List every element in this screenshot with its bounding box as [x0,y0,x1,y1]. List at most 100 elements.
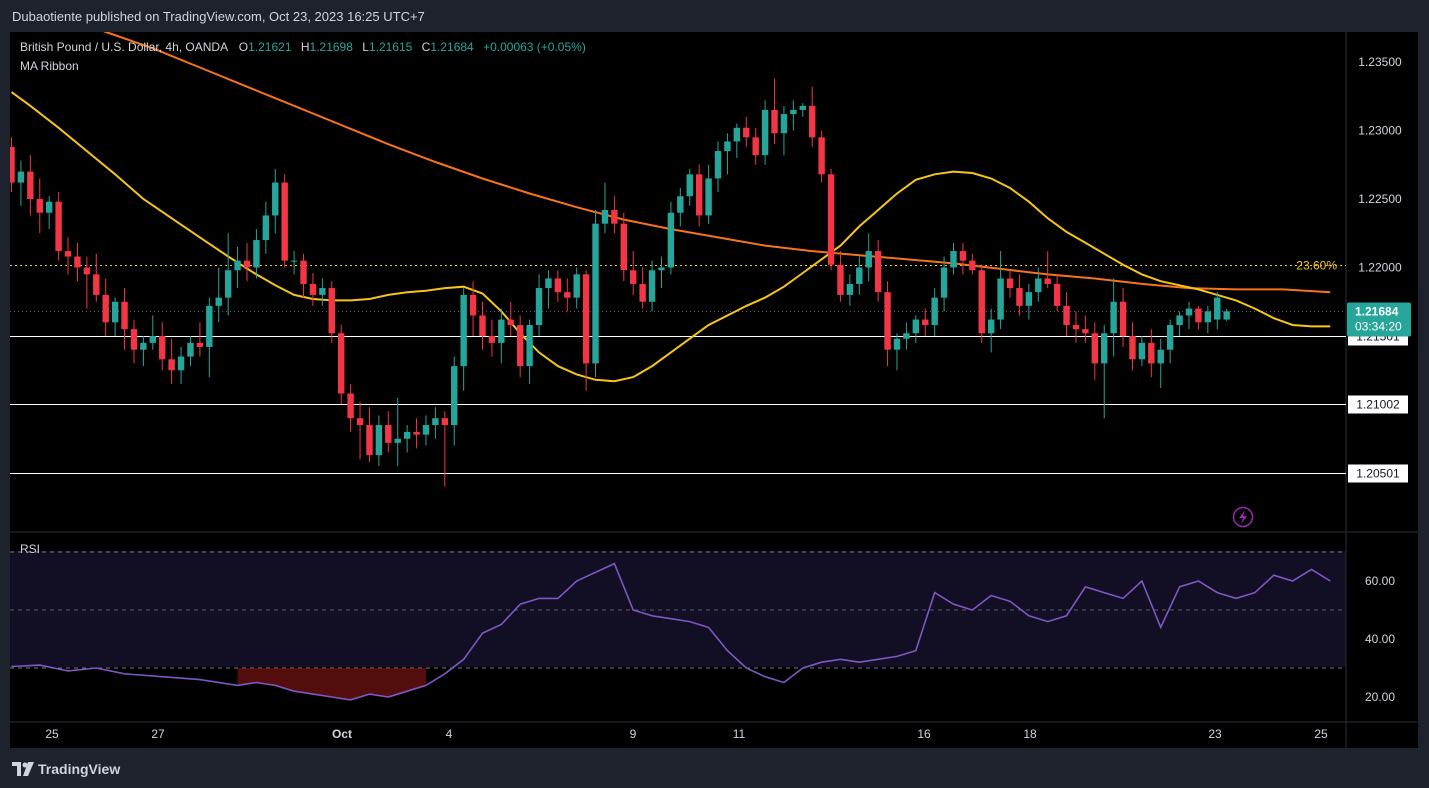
candle[interactable] [403,425,411,453]
candle[interactable] [1204,305,1212,334]
candle[interactable] [592,209,599,378]
candle[interactable] [356,401,364,460]
candle[interactable] [1044,251,1051,289]
candle[interactable] [159,322,166,371]
candle[interactable] [978,264,985,343]
candle[interactable] [903,322,910,350]
candle[interactable] [658,256,665,289]
candle[interactable] [83,256,91,309]
candle[interactable] [347,383,354,432]
candle[interactable] [187,336,194,367]
candle[interactable] [1082,315,1089,343]
candle[interactable] [300,253,307,298]
candle[interactable] [1166,319,1174,364]
candle[interactable] [1119,288,1127,347]
candle[interactable] [507,301,514,336]
candle[interactable] [865,233,872,282]
candle[interactable] [856,256,863,295]
candle[interactable] [761,100,769,165]
candle[interactable] [912,315,920,343]
candle[interactable] [422,415,430,446]
candle[interactable] [526,319,533,384]
candle[interactable] [64,237,72,275]
candle[interactable] [1148,329,1155,378]
candle[interactable] [469,281,477,336]
candle[interactable] [1110,278,1117,357]
candle[interactable] [705,164,712,224]
candle[interactable] [809,86,816,147]
candle[interactable] [55,192,62,261]
candle[interactable] [375,415,383,467]
candle[interactable] [196,322,204,357]
candle[interactable] [630,251,637,295]
candle[interactable] [724,133,731,175]
candle[interactable] [601,182,609,234]
candle[interactable] [1129,322,1136,371]
candle[interactable] [893,333,901,371]
candle[interactable] [441,411,449,487]
candle[interactable] [328,281,335,343]
candle[interactable] [102,278,109,336]
candle[interactable] [281,174,288,268]
candle[interactable] [620,212,627,282]
chart-container[interactable]: British Pound / U.S. Dollar, 4h, OANDA O… [8,0,1418,748]
candle[interactable] [573,267,580,309]
candle[interactable] [319,278,326,306]
candle[interactable] [385,411,392,453]
candle[interactable] [1195,305,1202,330]
candle[interactable] [1101,325,1108,419]
candle[interactable] [1185,301,1193,330]
candle[interactable] [366,407,373,463]
candle[interactable] [1138,336,1146,367]
candle[interactable] [149,315,156,350]
candle[interactable] [677,188,684,227]
candle[interactable] [733,123,741,158]
candle[interactable] [234,246,241,289]
candle[interactable] [874,240,882,302]
lightning-icon[interactable] [1232,506,1254,528]
candle[interactable] [262,201,270,254]
candle[interactable] [1223,308,1230,321]
tradingview-logo[interactable]: TradingView [12,761,120,777]
candle[interactable] [1016,274,1023,316]
candle[interactable] [969,253,976,275]
candle[interactable] [837,251,844,302]
candle[interactable] [1157,338,1164,389]
candle[interactable] [177,346,185,384]
candle[interactable] [309,272,317,306]
candle[interactable] [338,325,345,405]
candle[interactable] [140,336,147,367]
candle[interactable] [667,201,675,275]
candle[interactable] [168,338,175,384]
candle[interactable] [290,251,298,275]
candle[interactable] [714,141,722,193]
candle[interactable] [111,297,119,336]
candle[interactable] [1072,311,1080,343]
candle[interactable] [959,242,967,275]
candle[interactable] [1214,292,1221,330]
candle[interactable] [93,253,100,302]
candle[interactable] [931,288,938,336]
candle[interactable] [799,103,806,117]
candle[interactable] [27,155,34,216]
candle[interactable] [818,130,825,183]
candle[interactable] [922,308,929,336]
candle[interactable] [36,178,43,234]
chart-canvas[interactable]: British Pound / U.S. Dollar, 4h, OANDA O… [8,0,1418,748]
candle[interactable] [790,100,797,131]
candle[interactable] [535,274,543,336]
candle[interactable] [272,168,279,234]
candle[interactable] [488,319,496,357]
candle[interactable] [432,407,439,439]
candle[interactable] [1025,283,1033,320]
candle[interactable] [1176,311,1183,336]
candle[interactable] [498,308,505,364]
candle[interactable] [460,288,467,391]
candle[interactable] [1006,270,1014,298]
candle[interactable] [451,356,458,446]
candle[interactable] [74,242,81,282]
candle[interactable] [940,256,948,312]
candle[interactable] [827,168,835,271]
candle[interactable] [564,278,571,312]
candle[interactable] [582,270,590,391]
